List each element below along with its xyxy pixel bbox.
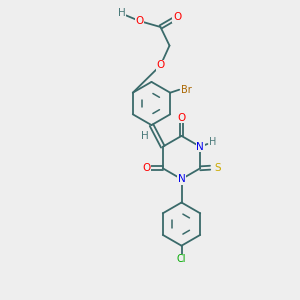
Text: O: O (156, 60, 165, 70)
Text: N: N (196, 142, 204, 152)
Text: H: H (141, 131, 148, 141)
Text: O: O (135, 16, 144, 26)
Text: N: N (178, 174, 185, 184)
Text: O: O (173, 12, 181, 22)
Text: Cl: Cl (177, 254, 186, 264)
Text: H: H (209, 137, 217, 147)
Text: S: S (214, 163, 221, 173)
Text: Br: Br (181, 85, 192, 95)
Text: O: O (177, 113, 186, 123)
Text: H: H (118, 8, 125, 19)
Text: O: O (142, 163, 150, 173)
